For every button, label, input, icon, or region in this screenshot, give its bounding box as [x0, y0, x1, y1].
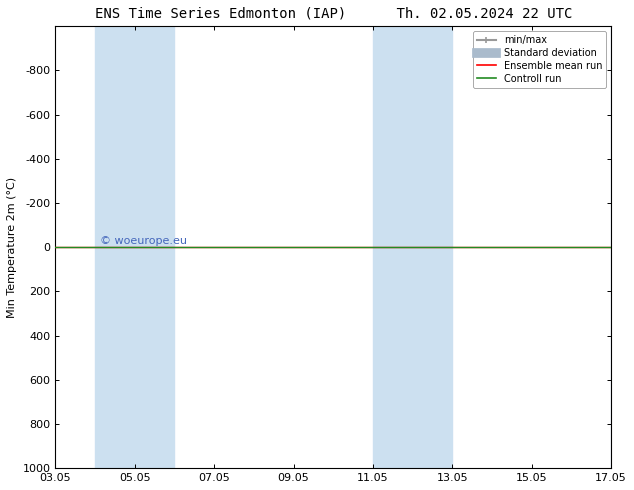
Legend: min/max, Standard deviation, Ensemble mean run, Controll run: min/max, Standard deviation, Ensemble me…: [473, 31, 606, 88]
Bar: [95, 26, 174, 468]
Bar: [373, 26, 453, 468]
Text: © woeurope.eu: © woeurope.eu: [100, 236, 187, 245]
Title: ENS Time Series Edmonton (IAP)      Th. 02.05.2024 22 UTC: ENS Time Series Edmonton (IAP) Th. 02.05…: [94, 7, 572, 21]
Bar: [611, 26, 631, 468]
Y-axis label: Min Temperature 2m (°C): Min Temperature 2m (°C): [7, 177, 17, 318]
